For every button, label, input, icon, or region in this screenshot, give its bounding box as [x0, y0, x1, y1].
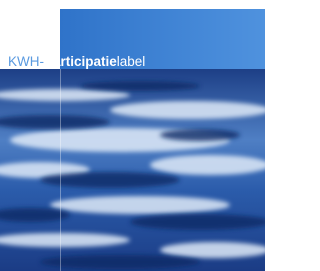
title-prefix: KWH- [8, 54, 44, 69]
cover-title: KWH-Participatielabel [8, 54, 145, 69]
water-image [0, 69, 265, 271]
page: KWH-Participatielabel (() => { const dat… [0, 0, 265, 271]
title-suffix: label [117, 54, 146, 69]
title-bold: Participatie [44, 54, 117, 69]
cover: KWH-Participatielabel [0, 0, 265, 271]
